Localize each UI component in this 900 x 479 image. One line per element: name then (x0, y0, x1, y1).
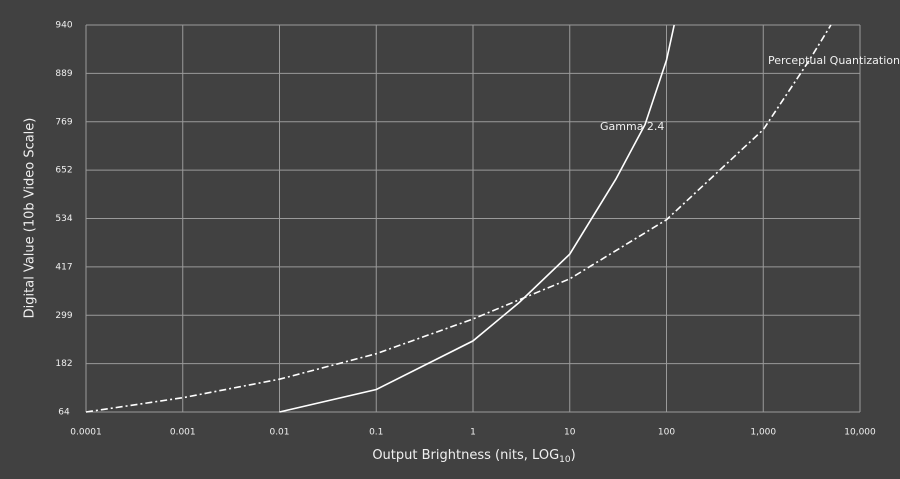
x-tick-label: 0.1 (369, 428, 383, 438)
x-tick-label: 0.001 (170, 428, 196, 438)
x-tick-label: 1,000 (750, 428, 776, 438)
x-tick-label: 10,000 (844, 428, 876, 438)
y-tick-label: 417 (55, 262, 72, 272)
y-tick-label: 889 (55, 69, 72, 79)
x-tick-label: 0.0001 (70, 428, 102, 438)
x-axis-label-sub: 10 (559, 455, 571, 465)
y-tick-label: 652 (55, 166, 72, 176)
series-line (85, 24, 832, 413)
x-tick-label: 1 (470, 428, 476, 438)
x-axis-label-main: Output Brightness (nits, LOG (372, 448, 559, 463)
x-axis-label-end: ) (571, 448, 576, 463)
y-tick-label: 940 (55, 21, 72, 31)
x-tick-label: 0.01 (269, 428, 289, 438)
y-tick-label: 182 (55, 359, 72, 369)
series-label: Gamma 2.4 (600, 120, 664, 133)
y-tick-label: 64 (58, 408, 70, 418)
y-tick-label: 769 (55, 117, 72, 127)
x-axis-label: Output Brightness (nits, LOG10) (372, 448, 575, 465)
y-tick-label: 299 (55, 311, 72, 321)
x-tick-label: 100 (658, 428, 675, 438)
series-line (279, 24, 675, 413)
series-label: Perceptual Quantization (768, 54, 900, 67)
x-tick-label: 10 (564, 428, 576, 438)
y-tick-label: 534 (55, 214, 72, 224)
y-axis-label: Digital Value (10b Video Scale) (23, 118, 38, 319)
